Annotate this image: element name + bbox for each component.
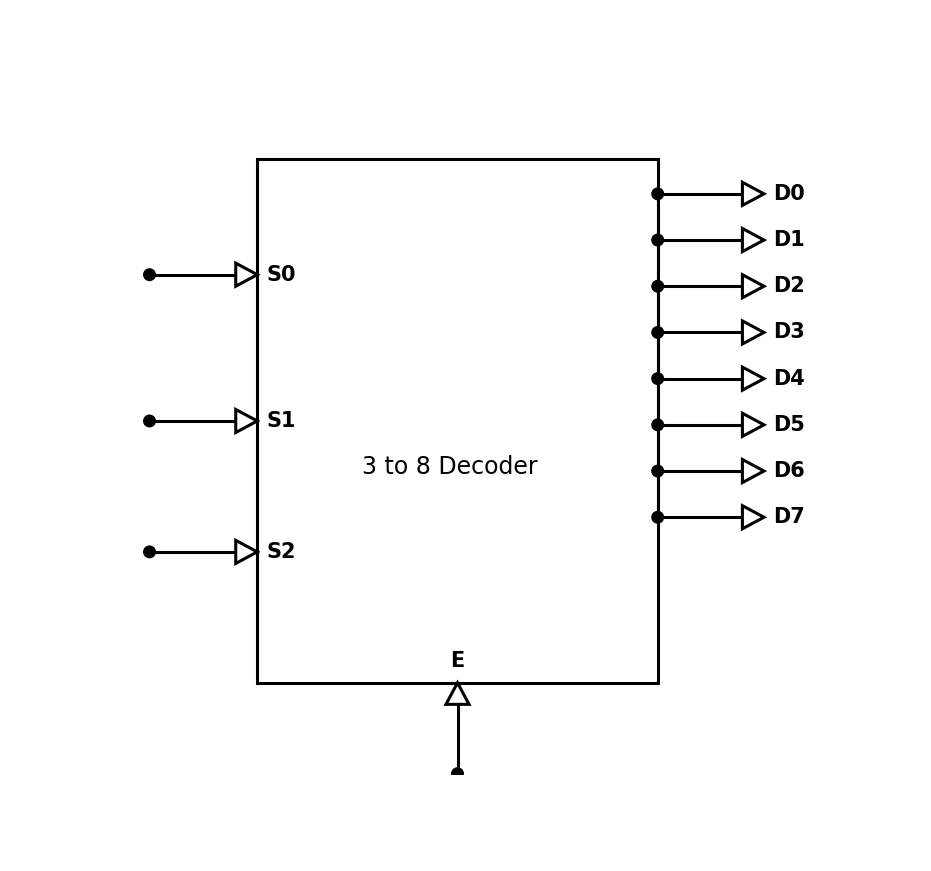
Circle shape: [652, 280, 664, 292]
Text: D1: D1: [774, 230, 805, 250]
Text: S0: S0: [266, 265, 296, 285]
Polygon shape: [236, 263, 257, 287]
Text: D2: D2: [774, 276, 805, 296]
Polygon shape: [742, 228, 764, 252]
Polygon shape: [742, 414, 764, 436]
Circle shape: [652, 234, 664, 246]
Text: D3: D3: [774, 322, 805, 342]
Text: D7: D7: [774, 507, 805, 527]
Polygon shape: [236, 409, 257, 433]
Polygon shape: [742, 460, 764, 483]
Circle shape: [652, 511, 664, 523]
Circle shape: [652, 188, 664, 199]
Text: E: E: [451, 652, 465, 672]
Circle shape: [143, 546, 155, 557]
Circle shape: [143, 269, 155, 280]
Circle shape: [143, 415, 155, 427]
Text: D6: D6: [774, 461, 805, 481]
Polygon shape: [236, 540, 257, 564]
Polygon shape: [742, 274, 764, 298]
Text: D4: D4: [774, 368, 805, 388]
Circle shape: [652, 465, 664, 476]
Polygon shape: [742, 506, 764, 529]
Text: S2: S2: [266, 542, 296, 562]
Polygon shape: [446, 683, 469, 705]
Polygon shape: [742, 321, 764, 344]
Polygon shape: [742, 367, 764, 390]
Text: 3 to 8 Decoder: 3 to 8 Decoder: [362, 456, 537, 479]
Polygon shape: [742, 182, 764, 206]
Text: D5: D5: [774, 415, 805, 435]
Circle shape: [652, 373, 664, 384]
Circle shape: [452, 768, 464, 780]
Text: D0: D0: [774, 184, 805, 204]
Circle shape: [652, 419, 664, 430]
Bar: [257, 159, 657, 683]
Text: S1: S1: [266, 411, 296, 431]
Circle shape: [652, 327, 664, 338]
